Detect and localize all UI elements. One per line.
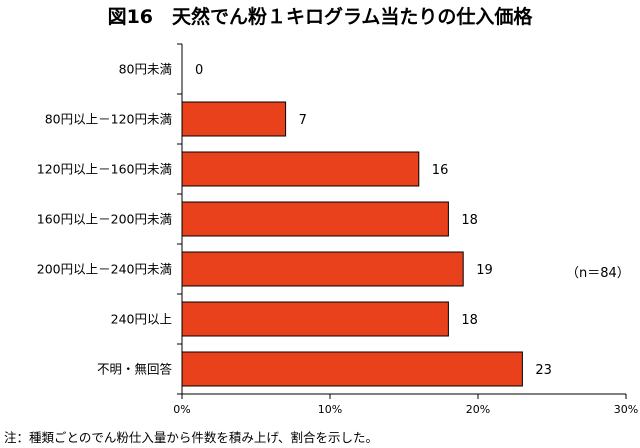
data-label: 18 [461, 313, 478, 328]
category-label: 240円以上 [111, 312, 172, 327]
chart-title: 図16 天然でん粉１キログラム当たりの仕入価格 [108, 5, 534, 28]
x-tick-label: 0% [173, 403, 190, 416]
data-label: 18 [461, 213, 478, 228]
bar [181, 351, 523, 387]
x-tick-label: 10% [318, 403, 342, 416]
data-label: 19 [476, 263, 493, 278]
data-label: 23 [535, 363, 552, 378]
data-label: 0 [195, 63, 203, 78]
bar [181, 251, 464, 287]
bar [181, 201, 449, 237]
data-label: 7 [299, 113, 307, 128]
bar [181, 151, 420, 187]
category-label: 200円以上－240円未満 [37, 262, 172, 277]
x-tick-label: 20% [466, 403, 490, 416]
category-label: 120円以上－160円未満 [37, 162, 172, 177]
category-label: 160円以上－200円未満 [37, 212, 172, 227]
category-label: 80円以上－120円未満 [45, 112, 172, 127]
x-tick-label: 30% [614, 403, 638, 416]
footnote: 注：種類ごとのでん粉仕入量から件数を積み上げ、割合を示した。 [4, 430, 378, 445]
bar [181, 101, 287, 137]
category-label: 80円未満 [119, 62, 172, 77]
category-label: 不明・無回答 [97, 362, 173, 377]
bar [181, 301, 449, 337]
data-label: 16 [432, 163, 449, 178]
plot-area: 0% 10% 20% 30% 80円未満 0 80円以上－120円未満 7 120円以上－160… [37, 43, 638, 416]
sample-size: （n＝84） [566, 266, 630, 281]
